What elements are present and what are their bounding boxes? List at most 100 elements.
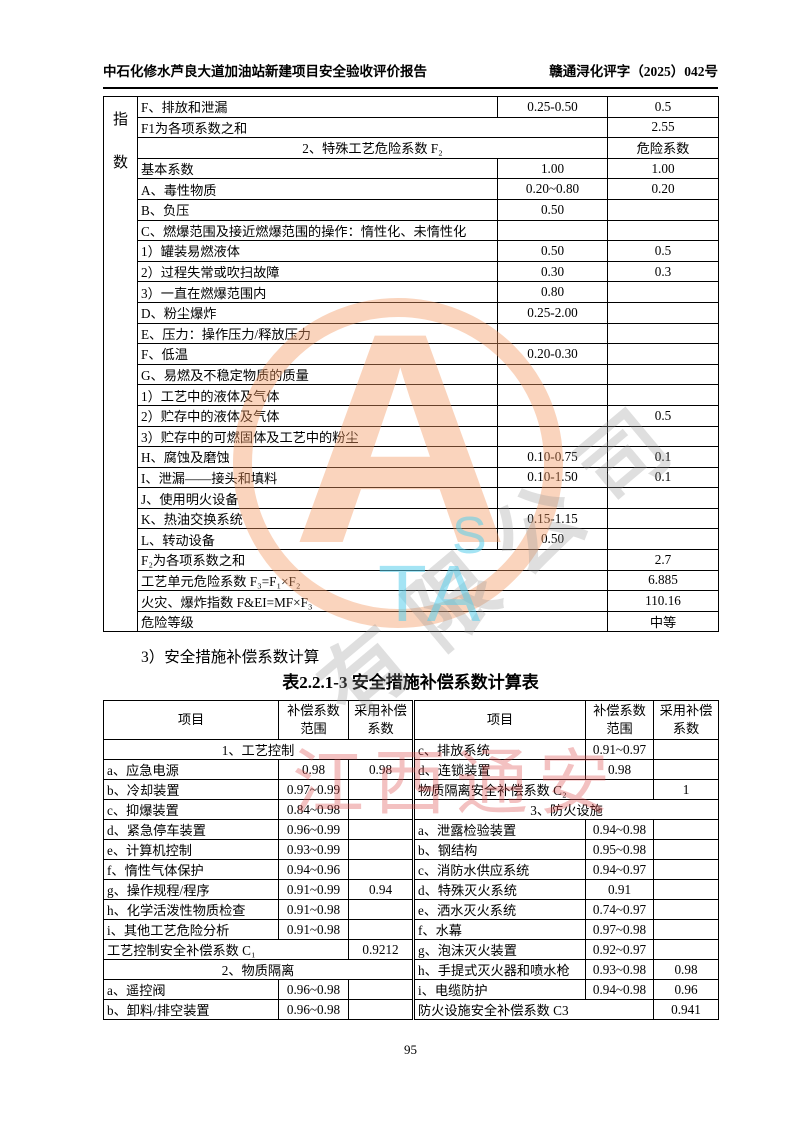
table-cell [497,487,608,509]
table-cell: I、泄漏——接头和填料 [137,466,498,489]
table-cell: L、转动设备 [137,528,498,551]
table-cell: d、连锁装置 [412,759,586,780]
report-title: 中石化修水芦良大道加油站新建项目安全验收评价报告 [103,64,427,79]
table-cell: 0.93~0.98 [585,959,654,980]
table-cell: d、特殊灭火系统 [412,879,586,900]
table-cell: 0.20~0.80 [497,178,608,200]
table-cell [607,198,719,221]
table-cell: 0.91~0.98 [278,919,349,940]
table-cell: 工艺控制安全补偿系数 C₁ [103,939,349,960]
table-cell: b、卸料/排空装置 [103,999,279,1020]
table-cell: f、惰性气体保护 [103,859,279,880]
table-cell: 0.93~0.99 [278,839,349,860]
table-cell: 0.91 [585,879,654,900]
table-cell [348,839,414,860]
table-cell: 中等 [607,610,719,633]
table-cell: E、压力：操作压力/释放压力 [137,322,498,345]
table-cell: 火灾、爆炸指数 F&EI=MF×F₃ [137,590,608,612]
table-cell [607,343,719,365]
table-cell: 0.94~0.98 [585,819,654,840]
table-cell: 0.98 [585,759,654,780]
table-cell: F、低温 [137,343,498,365]
table-cell [653,899,719,920]
table-cell [607,384,719,406]
safety-compensation-table: 项目 补偿系数范围 采用补偿系数 项目 补偿系数范围 采用补偿系数 1、工艺控制 c、排放系统… [103,700,719,1020]
table-cell [497,363,608,386]
table-cell: 危险系数 [607,137,719,159]
table-cell [497,384,608,406]
table-cell: 0.92~0.97 [585,939,654,960]
table-cell: 0.50 [497,198,608,221]
table-cell: 0.96 [653,979,719,1000]
table-cell: g、操作规程/程序 [103,879,279,900]
table-cell: 0.84~0.98 [278,799,349,820]
table-cell: D、粉尘爆炸 [137,301,498,324]
table-cell: 2）过程失常或吹扫故障 [137,260,498,283]
table-cell: 1 [653,779,719,800]
table-cell: 0.96~0.98 [278,979,349,1000]
table-cell: d、紧急停车装置 [103,819,279,840]
table-cell: 补偿系数范围 [585,700,654,740]
table-cell [348,899,414,920]
table-cell: b、冷却装置 [103,779,279,800]
table-cell: 2、特殊工艺危险系数 F₂ [137,137,608,159]
table-cell: 0.10-1.50 [497,466,608,489]
table-cell [497,425,608,448]
table-cell: 1）罐装易燃液体 [137,240,498,262]
table-cell: 0.94~0.96 [278,859,349,880]
table-cell [653,739,719,760]
table-cell: 110.16 [607,590,719,612]
table-cell [607,322,719,345]
table-cell: f、水幕 [412,919,586,940]
table-cell: 0.98 [348,759,414,780]
table-cell [348,919,414,940]
index-strip-label: 指 数 [103,95,138,633]
table-cell: 3）一直在燃爆范围内 [137,281,498,303]
table-cell: C、燃爆范围及接近燃爆范围的操作：惰性化、未惰性化 [137,219,498,242]
table-cell: 0.20-0.30 [497,343,608,365]
table-cell: 0.91~0.98 [278,899,349,920]
table-cell [607,507,719,530]
table-cell: 3、防火设施 [412,799,719,820]
table-cell: 0.3 [607,260,719,283]
table-cell: 6.885 [607,569,719,592]
table-cell: 0.50 [497,240,608,262]
table-cell [497,322,608,345]
table-cell: 1.00 [607,157,719,180]
table-cell: 0.30 [497,260,608,283]
table-cell [348,799,414,820]
table-cell: 补偿系数范围 [278,700,349,740]
table-cell: i、其他工艺危险分析 [103,919,279,940]
table-cell: 0.80 [497,281,608,303]
table-cell: 0.10-0.75 [497,446,608,468]
table-cell: g、泡沫灭火装置 [412,939,586,960]
table-cell: 0.98 [278,759,349,780]
table-cell: G、易燃及不稳定物质的质量 [137,363,498,386]
table-cell: A、毒性物质 [137,178,498,200]
table-cell: B、负压 [137,198,498,221]
table-cell: a、应急电源 [103,759,279,780]
table-title: 表2.2.1-3 安全措施补偿系数计算表 [282,673,539,692]
table-cell: 项目 [412,700,586,740]
table-cell: 0.9212 [348,939,414,960]
table-cell: h、手提式灭火器和喷水枪 [412,959,586,980]
table-cell: 0.20 [607,178,719,200]
table-cell: 0.97~0.99 [278,779,349,800]
page-number: 95 [404,1042,417,1057]
table-cell [653,879,719,900]
table-cell: J、使用明火设备 [137,487,498,509]
table-cell: 0.5 [607,404,719,427]
table-cell: F、排放和泄漏 [137,96,498,118]
table-cell: 1）工艺中的液体及气体 [137,384,498,406]
table-cell: 0.74~0.97 [585,899,654,920]
table-cell: e、洒水灭火系统 [412,899,586,920]
table-cell [653,839,719,860]
table-cell: 2.7 [607,549,719,571]
fire-explosion-index-table: 指 数 F、排放和泄漏 0.25-0.50 0.5 F1为各项系数之和 2.55 2、特殊工… [103,95,719,633]
table-cell: 0.5 [607,96,719,118]
table-cell [348,859,414,880]
table-cell: 1.00 [497,157,608,180]
table-cell: 0.95~0.98 [585,839,654,860]
table-cell: 0.5 [607,240,719,262]
